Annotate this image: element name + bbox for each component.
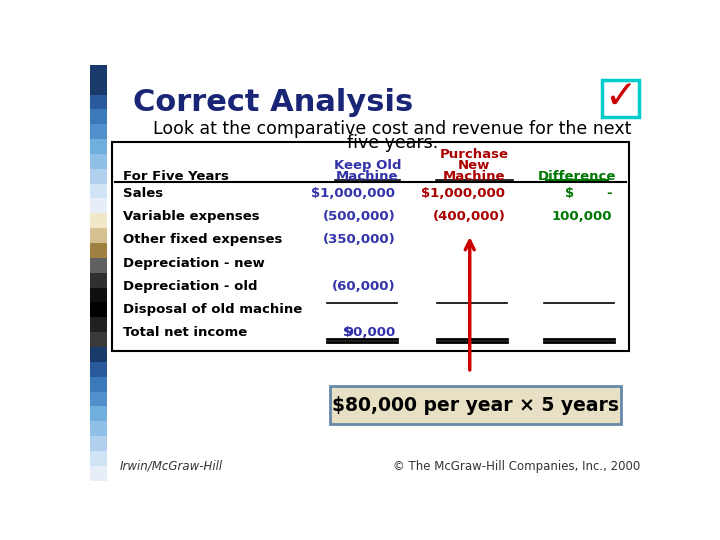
Bar	[90, 332, 107, 347]
Bar	[90, 362, 107, 377]
Bar	[90, 465, 107, 481]
Text: $80,000 per year × 5 years: $80,000 per year × 5 years	[332, 396, 619, 415]
Text: (60,000): (60,000)	[332, 280, 395, 293]
Bar	[330, 386, 621, 424]
Bar	[90, 79, 107, 94]
Text: Sales: Sales	[122, 187, 163, 200]
Bar	[90, 94, 107, 109]
Text: Look at the comparative cost and revenue for the next: Look at the comparative cost and revenue…	[153, 120, 631, 138]
Bar	[90, 243, 107, 258]
Bar	[90, 258, 107, 273]
Text: New: New	[458, 159, 490, 172]
Text: $1,000,000: $1,000,000	[311, 187, 395, 200]
Bar	[90, 287, 107, 302]
Text: (350,000): (350,000)	[323, 233, 395, 246]
Bar	[90, 347, 107, 362]
Text: -: -	[607, 187, 612, 200]
Bar	[90, 154, 107, 168]
Text: Irwin/McGraw-Hill: Irwin/McGraw-Hill	[120, 460, 222, 473]
Bar	[90, 451, 107, 465]
Text: Depreciation - old: Depreciation - old	[122, 280, 257, 293]
Bar	[90, 109, 107, 124]
Text: 90,000: 90,000	[344, 326, 395, 339]
Text: $: $	[343, 326, 352, 339]
Text: Disposal of old machine: Disposal of old machine	[122, 303, 302, 316]
Bar	[90, 377, 107, 392]
Text: Depreciation - new: Depreciation - new	[122, 256, 264, 269]
Bar	[90, 392, 107, 406]
Bar	[112, 142, 629, 351]
Bar	[90, 317, 107, 332]
Text: $: $	[565, 187, 575, 200]
Text: © The McGraw-Hill Companies, Inc., 2000: © The McGraw-Hill Companies, Inc., 2000	[393, 460, 640, 473]
Bar	[90, 184, 107, 198]
Bar	[90, 124, 107, 139]
Text: 100,000: 100,000	[552, 211, 612, 224]
Text: (500,000): (500,000)	[323, 211, 395, 224]
Text: Machine: Machine	[336, 170, 399, 183]
Bar	[90, 302, 107, 317]
Text: Variable expenses: Variable expenses	[122, 211, 259, 224]
Text: Total net income: Total net income	[122, 326, 247, 339]
Text: five years.: five years.	[346, 134, 438, 152]
Text: $1,000,000: $1,000,000	[421, 187, 505, 200]
Text: For Five Years: For Five Years	[122, 170, 228, 183]
Bar	[90, 406, 107, 421]
Bar	[90, 139, 107, 154]
Text: (400,000): (400,000)	[433, 211, 505, 224]
Text: Correct Analysis: Correct Analysis	[132, 88, 413, 117]
Bar	[90, 228, 107, 243]
Text: ✓: ✓	[604, 78, 636, 116]
Bar	[601, 80, 639, 117]
Text: Keep Old: Keep Old	[333, 159, 401, 172]
Text: Other fixed expenses: Other fixed expenses	[122, 233, 282, 246]
Bar	[90, 273, 107, 287]
Bar	[90, 65, 107, 80]
Text: Machine: Machine	[443, 170, 505, 183]
Bar	[90, 421, 107, 436]
Text: Difference: Difference	[538, 170, 616, 183]
Bar	[90, 436, 107, 451]
Bar	[90, 199, 107, 213]
Text: Purchase: Purchase	[440, 148, 509, 161]
Bar	[90, 213, 107, 228]
Bar	[90, 168, 107, 184]
